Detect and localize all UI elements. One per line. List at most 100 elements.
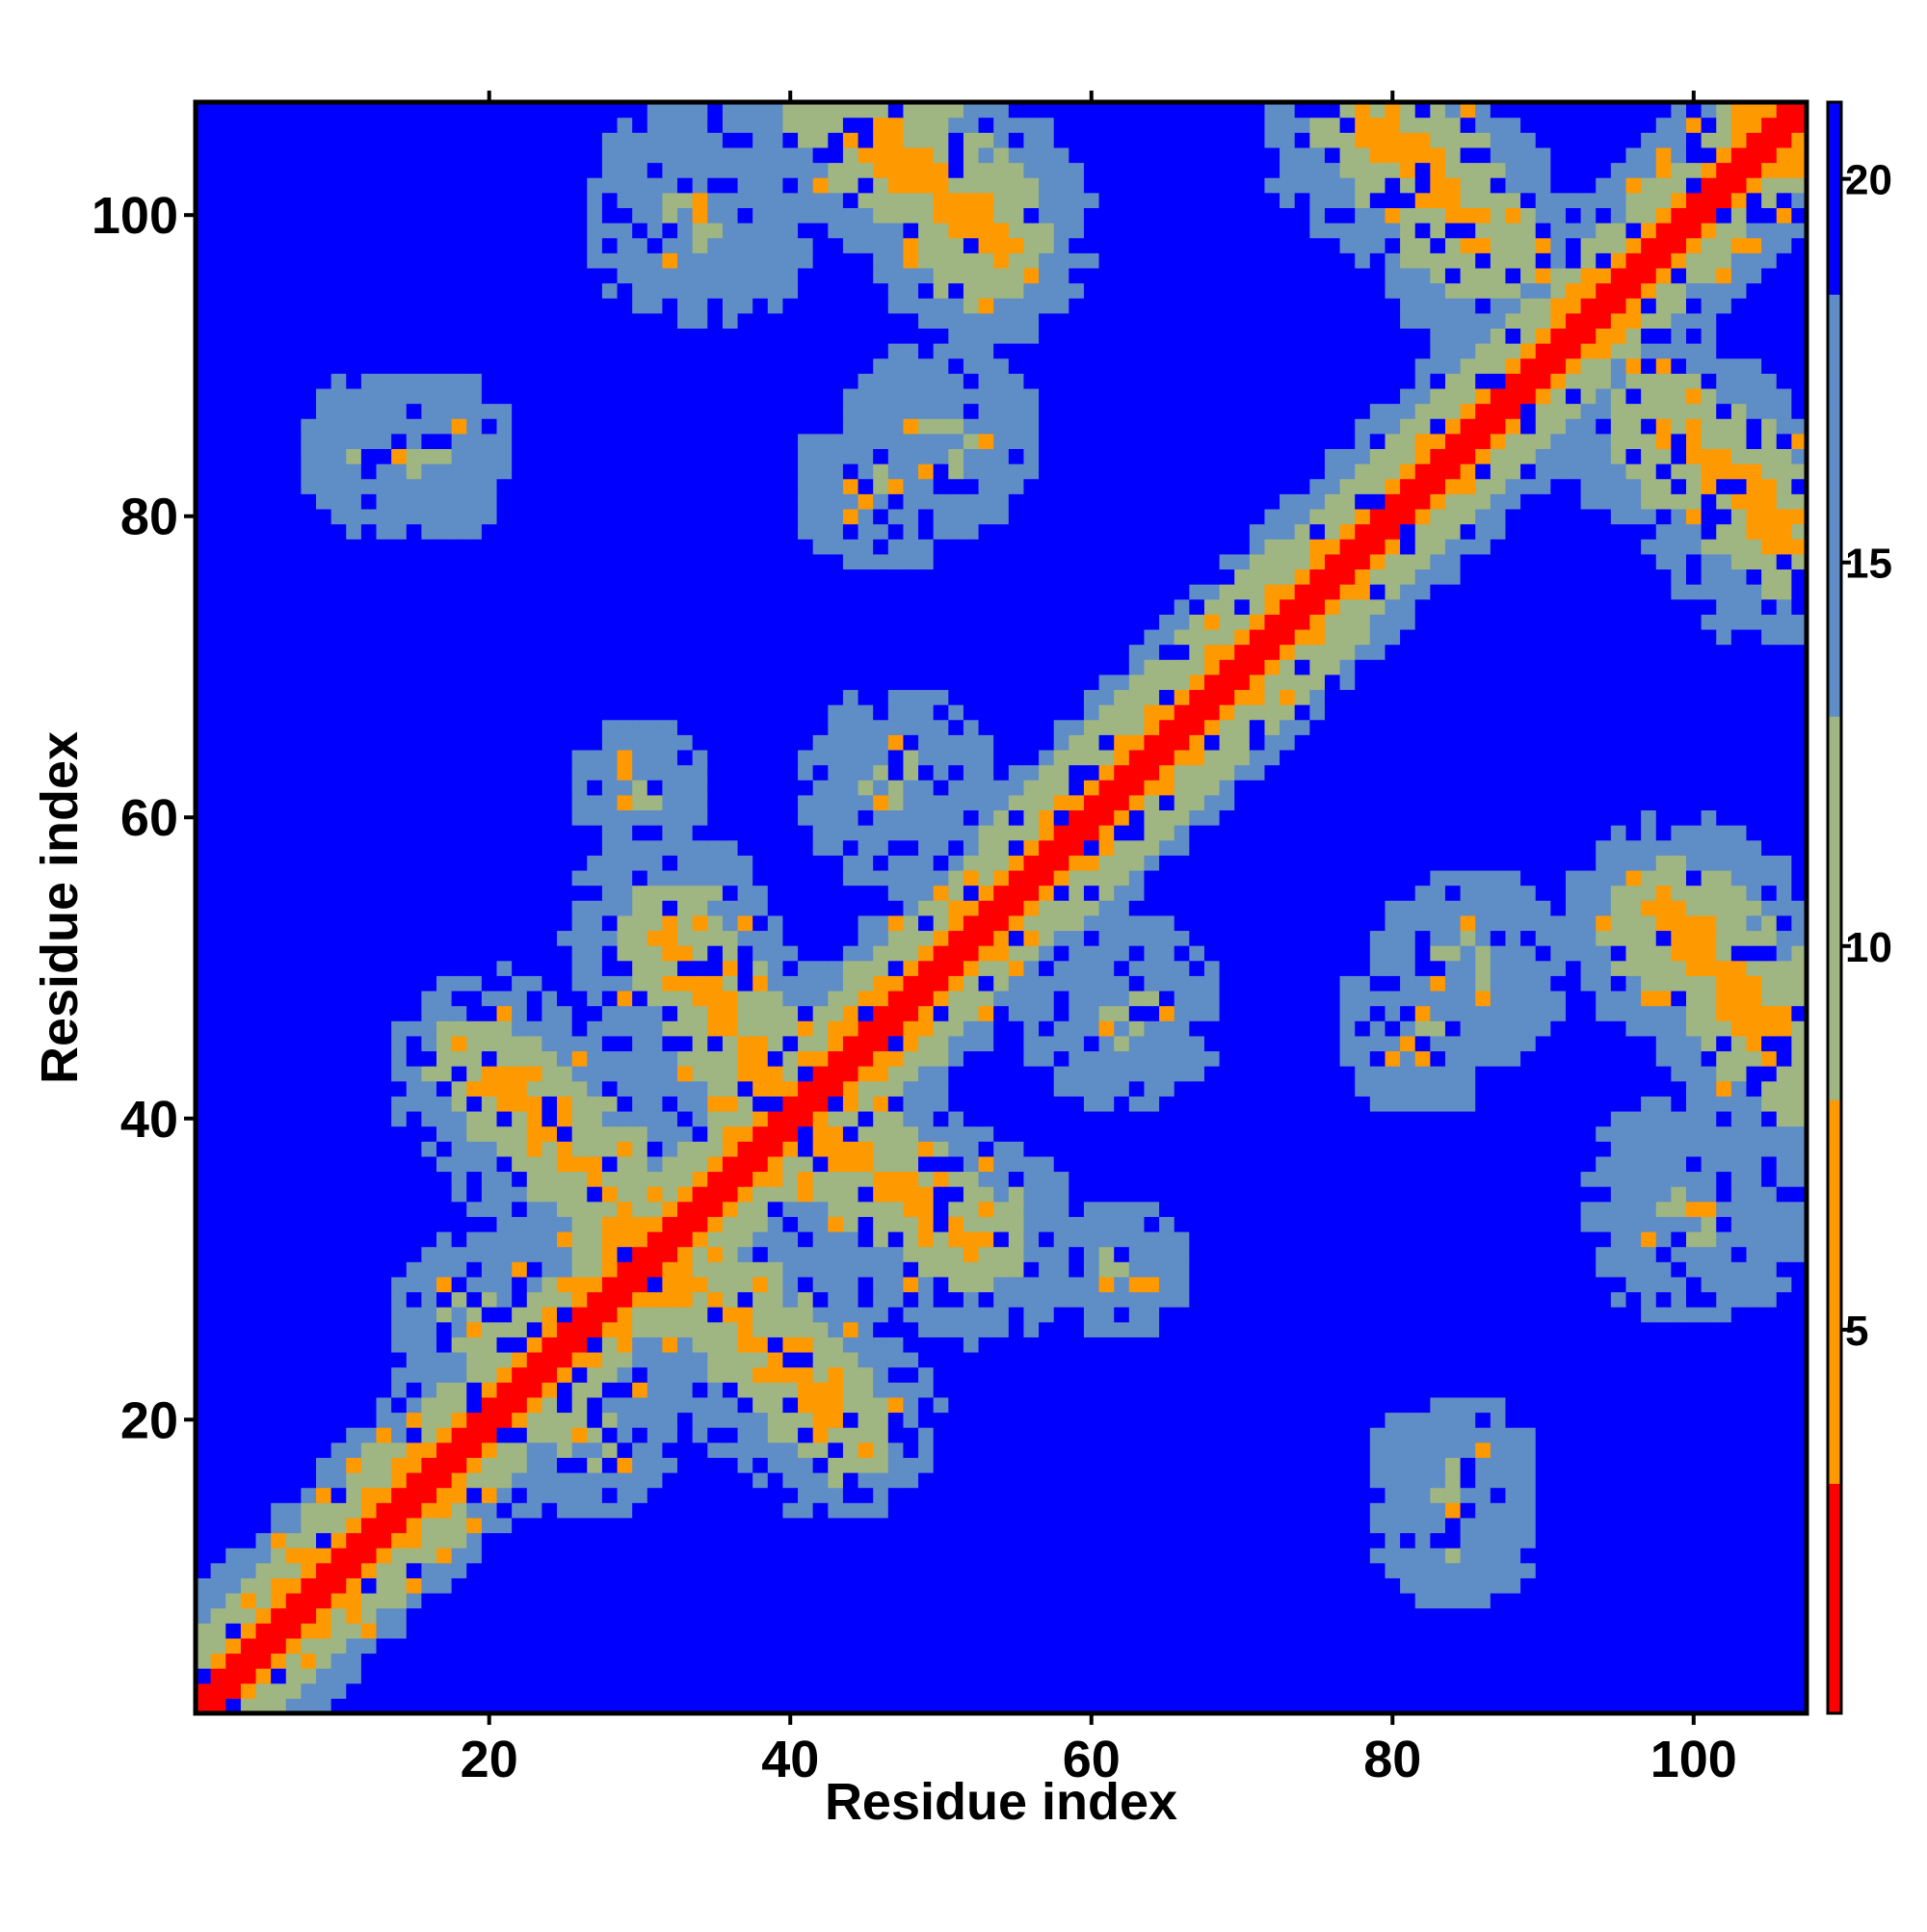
heatmap-cell [1339, 1307, 1356, 1323]
heatmap-cell [571, 1321, 588, 1337]
heatmap-cell [285, 1066, 302, 1082]
heatmap-cell [240, 1471, 257, 1489]
heatmap-cell [240, 1035, 257, 1052]
heatmap-cell [1339, 1261, 1356, 1278]
heatmap-cell [1144, 1125, 1160, 1142]
heatmap-cell [601, 1532, 619, 1548]
heatmap-cell [1716, 1035, 1732, 1052]
heatmap-cell [330, 1442, 347, 1458]
heatmap-cell [285, 1471, 302, 1489]
heatmap-cell [873, 1246, 889, 1262]
heatmap-cell [1098, 1562, 1115, 1578]
heatmap-cell [1069, 1035, 1085, 1052]
heatmap-cell [632, 1035, 648, 1052]
heatmap-cell [346, 1471, 362, 1489]
heatmap-cell [571, 1141, 588, 1157]
heatmap-cell [240, 1110, 257, 1127]
heatmap-cell [1069, 1155, 1085, 1173]
heatmap-cell [1535, 1366, 1551, 1383]
heatmap-cell [360, 1366, 378, 1383]
heatmap-cell [301, 1110, 317, 1127]
heatmap-cell [1565, 1487, 1582, 1503]
heatmap-cell [1490, 1171, 1507, 1187]
heatmap-cell [255, 1592, 272, 1609]
heatmap-cell [948, 1291, 964, 1308]
heatmap-cell [601, 1487, 619, 1503]
heatmap-cell [1039, 1050, 1055, 1067]
heatmap-cell [196, 1125, 212, 1142]
heatmap-cell [1324, 1682, 1341, 1699]
heatmap-cell [722, 1607, 739, 1624]
heatmap-cell [933, 1216, 949, 1232]
heatmap-cell [1128, 1201, 1146, 1217]
heatmap-cell [526, 1186, 543, 1203]
heatmap-cell [1144, 1291, 1160, 1308]
heatmap-cell [1174, 1412, 1190, 1428]
heatmap-cell [1625, 1382, 1642, 1398]
heatmap-cell [948, 1382, 964, 1398]
heatmap-cell [1550, 1487, 1567, 1503]
heatmap-cell [948, 1337, 964, 1353]
heatmap-cell [1655, 1066, 1672, 1082]
heatmap-cell [1098, 1653, 1115, 1669]
heatmap-cell [1655, 1607, 1672, 1624]
heatmap-cell [798, 1517, 814, 1534]
heatmap-cell [782, 1246, 799, 1262]
heatmap-cell [1520, 1321, 1537, 1337]
heatmap-cell [466, 1427, 483, 1443]
heatmap-cell [1655, 1080, 1672, 1097]
heatmap-cell [978, 1607, 994, 1624]
heatmap-cell [1189, 1096, 1205, 1112]
heatmap-cell [421, 1307, 437, 1323]
heatmap-cell [1776, 1682, 1792, 1699]
heatmap-cell [1655, 1653, 1672, 1669]
heatmap-cell [1625, 1668, 1642, 1684]
heatmap-cell [1776, 1291, 1792, 1308]
heatmap-cell [887, 1201, 905, 1217]
heatmap-cell [1716, 1020, 1732, 1037]
heatmap-cell [496, 1231, 513, 1248]
heatmap-cell [1369, 1125, 1386, 1142]
heatmap-cell [1535, 1171, 1551, 1187]
heatmap-cell [1069, 1276, 1085, 1293]
heatmap-cell [1761, 1216, 1778, 1232]
heatmap-cell [406, 1050, 422, 1067]
heatmap-cell [1776, 1457, 1792, 1473]
heatmap-cell [557, 1155, 573, 1173]
heatmap-cell [1219, 1216, 1235, 1232]
heatmap-cell [993, 1351, 1010, 1368]
heatmap-cell [1671, 1231, 1687, 1248]
heatmap-cell [1730, 1020, 1748, 1037]
heatmap-cell [1023, 1261, 1040, 1278]
heatmap-cell [316, 1020, 332, 1037]
heatmap-cell [873, 1412, 889, 1428]
heatmap-cell [1414, 1442, 1431, 1458]
heatmap-cell [662, 1577, 678, 1594]
heatmap-cell [1610, 1653, 1627, 1669]
heatmap-cell [376, 1653, 392, 1669]
heatmap-cell [1565, 1442, 1582, 1458]
heatmap-cell [722, 1096, 739, 1112]
heatmap-cell [1430, 1050, 1446, 1067]
heatmap-cell [1550, 1246, 1567, 1262]
heatmap-cell [406, 1005, 422, 1021]
heatmap-cell [421, 1668, 437, 1684]
heatmap-cell [271, 1005, 287, 1021]
heatmap-cell [1083, 1276, 1100, 1293]
heatmap-cell [767, 1351, 784, 1368]
heatmap-cell [828, 1337, 844, 1353]
heatmap-cell [360, 1291, 378, 1308]
heatmap-cell [210, 1427, 226, 1443]
heatmap-cell [963, 1623, 980, 1639]
heatmap-cell [1159, 1155, 1175, 1173]
heatmap-cell [1460, 1682, 1476, 1699]
heatmap-cell [1098, 1427, 1115, 1443]
heatmap-cell [1053, 1532, 1069, 1548]
heatmap-cell [617, 1261, 633, 1278]
heatmap-cell [225, 1487, 242, 1503]
heatmap-cell [1565, 1035, 1582, 1052]
heatmap-cell [1490, 1186, 1507, 1203]
heatmap-cell [858, 1110, 874, 1127]
heatmap-cell [1490, 1155, 1507, 1173]
heatmap-cell [526, 1382, 543, 1398]
